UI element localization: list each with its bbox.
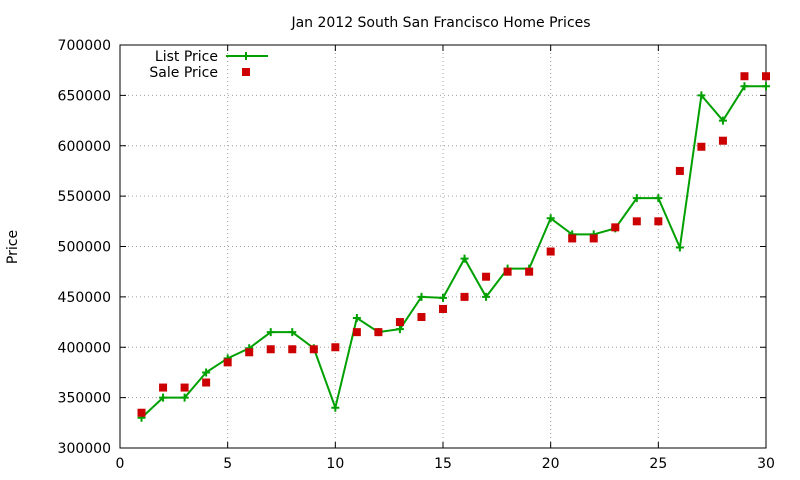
list-price-point: [740, 82, 749, 91]
sale-price-point: [568, 234, 577, 243]
sale-price-point: [288, 345, 297, 354]
list-price-point: [439, 293, 447, 302]
list-price-point: [159, 393, 168, 402]
list-price-point: [762, 82, 770, 91]
sale-price-point: [762, 72, 770, 81]
sale-price-point: [525, 267, 534, 276]
series-list-price: [137, 82, 770, 422]
y-tick-label: 350000: [58, 391, 111, 407]
list-price-point: [675, 243, 684, 252]
sale-price-point: [309, 345, 318, 354]
list-price-point: [718, 116, 727, 125]
sale-price-point: [352, 328, 361, 337]
list-price-point: [395, 325, 404, 334]
sale-price-point: [632, 217, 641, 226]
list-price-point: [482, 292, 491, 301]
series-sale-price: [137, 72, 770, 417]
legend-marker-list-price: [242, 52, 250, 60]
sale-price-point: [266, 345, 275, 354]
sale-price-point: [202, 378, 211, 387]
sale-price-point: [137, 408, 146, 417]
sale-price-point: [503, 267, 512, 276]
sale-price-point: [740, 72, 749, 81]
data-series: [137, 72, 770, 422]
y-axis-label: Price: [5, 230, 21, 264]
sale-price-point: [654, 217, 663, 226]
sale-price-point: [223, 358, 232, 367]
list-price-point: [697, 91, 706, 100]
x-tick-label: 25: [649, 456, 667, 472]
plot-frame: [119, 44, 767, 449]
sale-price-point: [374, 328, 383, 337]
sale-price-point: [611, 223, 620, 232]
sale-price-point: [180, 383, 189, 392]
sale-price-point: [417, 313, 426, 322]
x-tick-label: 5: [223, 456, 232, 472]
x-tick-label: 15: [434, 456, 452, 472]
list-price-point: [352, 314, 361, 323]
y-tick-label: 650000: [58, 88, 111, 104]
sale-price-point: [718, 136, 727, 145]
sale-price-point: [439, 304, 447, 313]
y-tick-label: 400000: [58, 340, 111, 356]
list-price-point: [632, 194, 641, 203]
list-price-point: [417, 292, 426, 301]
x-tick-label: 0: [116, 456, 125, 472]
legend-label-sale-price: Sale Price: [149, 65, 218, 81]
list-price-line: [140, 85, 766, 419]
list-price-point: [288, 328, 297, 337]
x-tick-label: 20: [542, 456, 560, 472]
list-price-point: [331, 403, 340, 412]
legend-marker-sale-price: [242, 68, 250, 76]
sale-price-point: [395, 318, 404, 327]
list-price-point: [546, 214, 555, 223]
sale-price-point: [245, 348, 254, 357]
sale-price-point: [697, 142, 706, 151]
y-tick-label: 700000: [58, 38, 111, 54]
x-tick-label: 10: [326, 456, 344, 472]
list-price-point: [460, 254, 469, 263]
y-tick-label: 300000: [58, 441, 111, 457]
grid-lines: [120, 45, 766, 448]
list-price-point: [202, 368, 211, 377]
axis-ticks: 0 5 10 15 20 25 30 300000 350000 400000 450000 5000…: [58, 38, 775, 472]
sale-price-point: [675, 166, 684, 175]
y-tick-label: 550000: [58, 189, 111, 205]
y-tick-label: 600000: [58, 139, 111, 155]
sale-price-point: [589, 234, 598, 243]
y-tick-label: 500000: [58, 240, 111, 256]
x-tick-label: 30: [757, 456, 775, 472]
sale-price-point: [546, 247, 555, 256]
list-price-point: [654, 194, 663, 203]
sale-price-point: [331, 343, 340, 352]
chart-title: Jan 2012 South San Francisco Home Prices: [290, 15, 590, 31]
list-price-point: [266, 328, 275, 337]
y-tick-label: 450000: [58, 290, 111, 306]
sale-price-point: [482, 272, 491, 281]
legend-label-list-price: List Price: [155, 49, 218, 65]
sale-price-point: [460, 292, 469, 301]
sale-price-point: [159, 383, 168, 392]
list-price-point: [180, 393, 189, 402]
